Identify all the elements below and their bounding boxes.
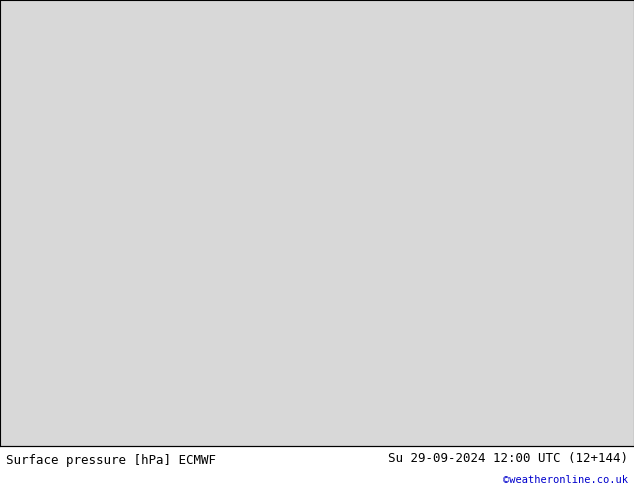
Text: Surface pressure [hPa] ECMWF: Surface pressure [hPa] ECMWF [6, 454, 216, 467]
Text: Su 29-09-2024 12:00 UTC (12+144): Su 29-09-2024 12:00 UTC (12+144) [387, 452, 628, 465]
Text: ©weatheronline.co.uk: ©weatheronline.co.uk [503, 475, 628, 485]
